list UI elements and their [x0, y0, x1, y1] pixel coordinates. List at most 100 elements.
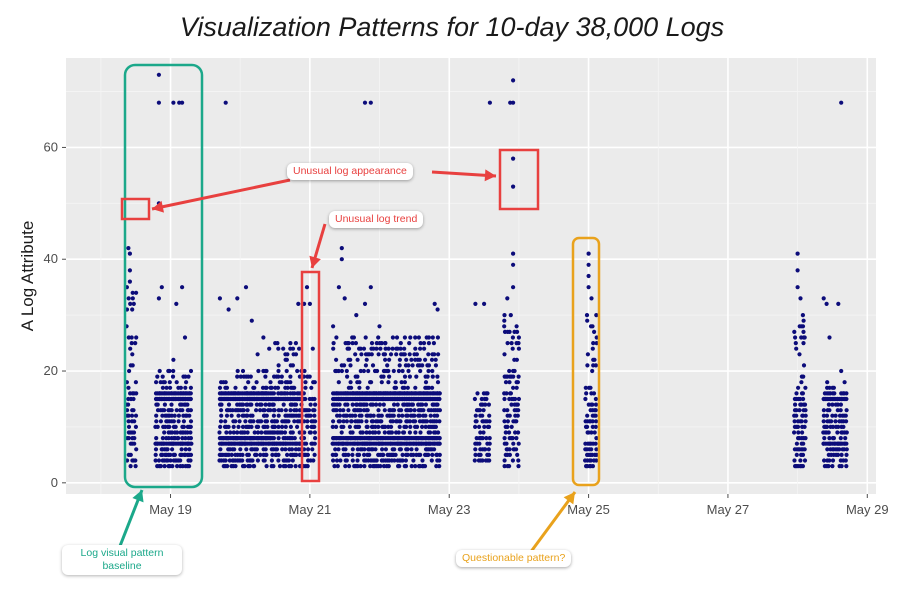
data-point: [334, 452, 339, 457]
data-point: [313, 419, 318, 424]
data-point: [376, 424, 381, 429]
data-point: [364, 402, 369, 407]
data-point: [230, 408, 235, 413]
data-point: [844, 396, 849, 402]
data-point: [156, 100, 161, 105]
data-point: [802, 424, 807, 429]
data-point: [154, 413, 159, 418]
data-point: [185, 430, 190, 435]
data-point: [223, 458, 228, 463]
data-point: [240, 458, 245, 463]
data-point: [590, 324, 595, 329]
data-point: [435, 335, 440, 340]
y-tick-label: 60: [44, 139, 58, 154]
data-point: [390, 419, 395, 424]
data-point: [365, 385, 370, 390]
data-point: [437, 452, 442, 457]
data-point: [187, 447, 192, 452]
data-point: [337, 419, 342, 424]
data-point: [430, 452, 435, 457]
data-point: [830, 458, 836, 463]
data-point: [794, 408, 799, 413]
data-point: [336, 368, 341, 374]
data-point: [487, 436, 492, 441]
data-point: [128, 301, 133, 306]
data-point: [838, 436, 843, 441]
data-point: [228, 430, 233, 435]
data-point: [274, 419, 280, 424]
data-point: [502, 419, 507, 424]
data-point: [226, 402, 232, 407]
data-point: [590, 368, 595, 374]
data-point: [839, 452, 844, 457]
data-point: [337, 413, 342, 418]
data-point: [412, 413, 417, 418]
data-point: [408, 335, 413, 340]
data-point: [347, 464, 352, 469]
data-point: [249, 424, 254, 429]
data-point: [154, 436, 159, 441]
data-point: [229, 452, 234, 457]
data-point: [594, 419, 599, 424]
data-point: [802, 458, 808, 463]
data-point: [487, 419, 492, 424]
data-point: [245, 408, 250, 413]
data-point: [231, 424, 236, 429]
data-point: [592, 357, 597, 362]
data-point: [294, 452, 299, 457]
data-point: [798, 458, 803, 463]
data-point: [418, 346, 423, 351]
data-point: [369, 341, 375, 346]
data-point: [794, 391, 799, 396]
data-point: [404, 424, 409, 429]
data-point: [833, 413, 838, 418]
data-point: [510, 335, 515, 340]
data-point: [835, 402, 841, 407]
data-point: [252, 464, 257, 469]
data-point: [153, 447, 159, 452]
data-point: [288, 341, 293, 346]
data-point: [507, 464, 512, 469]
data-point: [473, 424, 478, 429]
data-point: [483, 402, 488, 407]
data-point: [405, 452, 410, 457]
data-point: [281, 346, 286, 351]
data-point: [414, 447, 419, 452]
data-point: [360, 430, 365, 435]
data-point: [826, 464, 831, 469]
data-point: [303, 380, 308, 385]
data-point: [392, 408, 397, 413]
data-point: [358, 346, 363, 351]
data-point: [515, 380, 521, 385]
data-point: [133, 458, 138, 463]
data-point: [350, 447, 355, 452]
data-point: [154, 419, 159, 424]
data-point: [158, 464, 163, 469]
data-point: [282, 430, 288, 435]
data-point: [245, 430, 250, 435]
data-point: [233, 464, 238, 469]
data-point: [297, 346, 302, 351]
data-point: [425, 374, 430, 379]
data-point: [261, 335, 266, 340]
data-point: [224, 430, 229, 435]
data-point: [509, 341, 514, 346]
data-point: [378, 464, 383, 469]
data-point: [803, 413, 808, 418]
data-point: [131, 430, 137, 435]
data-point: [801, 396, 806, 402]
data-point: [245, 413, 250, 418]
data-point: [307, 374, 312, 379]
data-point: [802, 447, 807, 452]
y-tick-label: 0: [51, 475, 58, 490]
data-point: [379, 380, 384, 385]
data-point: [160, 436, 165, 441]
x-tick-label: May 29: [846, 502, 889, 517]
data-point: [411, 458, 416, 463]
data-point: [302, 368, 307, 374]
data-point: [168, 458, 173, 463]
data-point: [264, 464, 269, 469]
data-point: [515, 402, 520, 407]
data-point: [838, 402, 844, 407]
data-point: [309, 385, 314, 390]
